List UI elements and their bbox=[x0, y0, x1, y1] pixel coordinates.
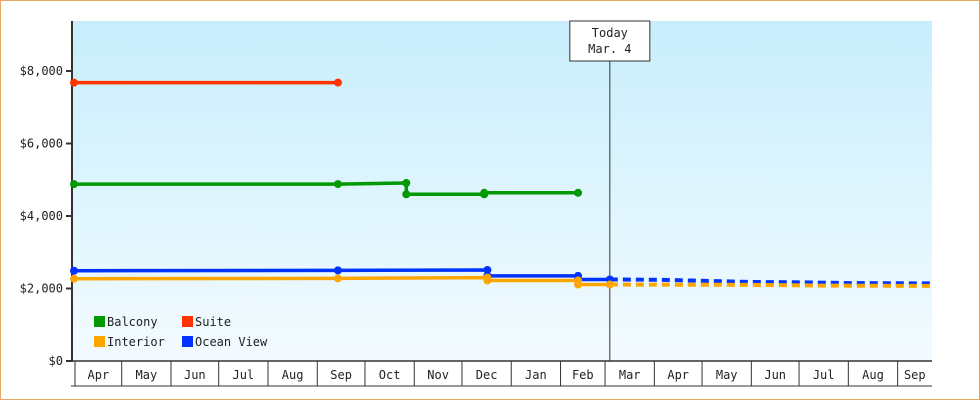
x-tick-label: Oct bbox=[379, 368, 401, 382]
legend-label-interior: Interior bbox=[107, 335, 165, 349]
legend-swatch-balcony bbox=[94, 316, 105, 327]
today-date: Mar. 4 bbox=[588, 42, 631, 56]
suite-point bbox=[70, 78, 78, 87]
x-tick-label: Jul bbox=[232, 368, 254, 382]
balcony-point bbox=[402, 190, 411, 199]
y-tick-label: $0 bbox=[49, 354, 63, 368]
x-tick-label: Sep bbox=[904, 368, 926, 382]
x-tick-label: Apr bbox=[88, 368, 110, 382]
x-tick-label: Sep bbox=[330, 368, 352, 382]
balcony-point bbox=[333, 180, 342, 189]
balcony-point bbox=[402, 179, 411, 188]
x-tick-label: Jun bbox=[764, 368, 786, 382]
x-tick-label: Mar bbox=[619, 368, 641, 382]
balcony-point bbox=[574, 188, 583, 197]
legend-label-ocean-view: Ocean View bbox=[195, 335, 268, 349]
suite-point bbox=[333, 78, 342, 87]
ocean-view-point bbox=[333, 266, 342, 275]
x-tick-label: May bbox=[716, 368, 738, 382]
balcony-point bbox=[480, 188, 489, 197]
x-tick-label: Apr bbox=[667, 368, 689, 382]
legend-swatch-interior bbox=[94, 336, 105, 347]
plot-area bbox=[72, 21, 932, 361]
today-label: Today bbox=[592, 26, 628, 40]
interior-point bbox=[574, 280, 583, 289]
today-box bbox=[569, 20, 651, 62]
ocean-view-point bbox=[70, 266, 78, 275]
y-tick-label: $4,000 bbox=[20, 209, 63, 223]
interior-projection-line bbox=[609, 282, 932, 288]
y-tick-label: $8,000 bbox=[20, 64, 63, 78]
x-tick-label: Dec bbox=[476, 368, 498, 382]
legend-swatch-suite bbox=[182, 316, 193, 327]
x-tick-label: Aug bbox=[862, 368, 884, 382]
interior-point bbox=[70, 274, 78, 283]
x-tick-label: May bbox=[136, 368, 158, 382]
y-tick-label: $6,000 bbox=[20, 137, 63, 151]
balcony-point bbox=[70, 180, 78, 189]
interior-point bbox=[483, 276, 492, 285]
x-tick-label: Aug bbox=[282, 368, 304, 382]
x-tick-label: Nov bbox=[427, 368, 449, 382]
x-tick-label: Jan bbox=[525, 368, 547, 382]
x-tick-label: Jul bbox=[813, 368, 835, 382]
x-tick-label: Jun bbox=[184, 368, 206, 382]
interior-point bbox=[333, 274, 342, 283]
y-tick-label: $2,000 bbox=[20, 282, 63, 296]
ocean-view-projection-line bbox=[609, 277, 932, 286]
legend-label-balcony: Balcony bbox=[107, 315, 158, 329]
legend-label-suite: Suite bbox=[195, 315, 231, 329]
legend-swatch-ocean-view bbox=[182, 336, 193, 347]
ocean-view-point bbox=[483, 266, 492, 275]
interior-point bbox=[605, 280, 614, 289]
x-tick-label: Feb bbox=[572, 368, 594, 382]
